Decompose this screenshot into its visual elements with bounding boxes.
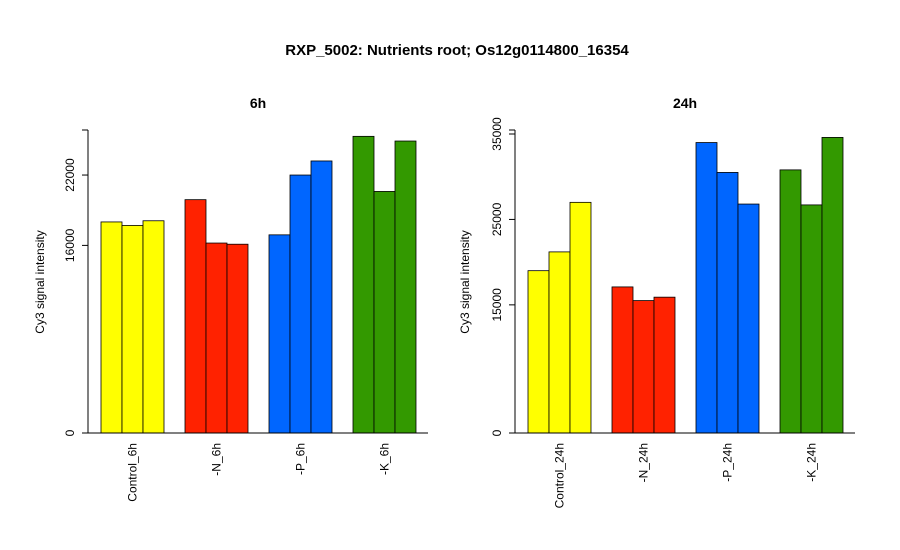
panel-24h: 24h Cy3 signal intensity 0 15000 25000 3500… <box>458 95 855 508</box>
x-tick-label: -K_24h <box>805 443 819 482</box>
bar <box>184 199 207 434</box>
bars-24h <box>527 137 844 434</box>
bar <box>527 270 550 434</box>
bar <box>142 220 165 434</box>
bar <box>632 300 655 434</box>
y-tick-label: 25000 <box>490 202 504 236</box>
y-axis-label-6h: Cy3 signal intensity <box>33 230 47 333</box>
bar <box>737 203 760 434</box>
y-tick-label: 15000 <box>490 288 504 322</box>
bar <box>394 140 417 434</box>
y-axis-label-24h: Cy3 signal intensity <box>458 230 472 333</box>
bar <box>821 137 844 434</box>
bar <box>226 243 249 434</box>
bar <box>569 201 592 434</box>
main-title: RXP_5002: Nutrients root; Os12g0114800_1… <box>285 42 629 59</box>
x-tick-label: -P_6h <box>294 443 308 475</box>
bar <box>100 221 123 434</box>
x-axis-labels-6h: Control_6h -N_6h -P_6h -K_6h <box>126 443 392 502</box>
x-tick-label: -P_24h <box>721 443 735 482</box>
x-tick-label: -N_6h <box>210 443 224 476</box>
y-tick-label: 35000 <box>490 117 504 151</box>
bar <box>289 174 312 434</box>
bar <box>653 296 676 434</box>
panel-6h: 6h Cy3 signal intensity 0 16000 22000 Cont… <box>33 95 428 502</box>
bar <box>373 191 396 434</box>
bar <box>611 286 634 434</box>
panel-title-24h: 24h <box>673 95 697 111</box>
y-tick-label: 0 <box>490 429 504 436</box>
bar <box>779 169 802 434</box>
bar <box>268 234 291 434</box>
x-axis-labels-24h: Control_24h -N_24h -P_24h -K_24h <box>553 443 819 508</box>
bar <box>695 142 718 434</box>
y-axis-ticks-6h: 0 16000 22000 <box>63 129 88 436</box>
bar <box>310 160 333 434</box>
bar <box>352 135 375 434</box>
x-tick-label: Control_6h <box>126 443 140 502</box>
y-tick-label: 0 <box>63 429 77 436</box>
x-tick-label: -K_6h <box>378 443 392 475</box>
y-tick-label: 16000 <box>63 228 77 262</box>
bars-6h <box>100 135 417 434</box>
panel-title-6h: 6h <box>250 95 266 111</box>
y-tick-label: 22000 <box>63 158 77 192</box>
bar <box>548 251 571 434</box>
bar <box>205 242 228 434</box>
bar <box>716 172 739 434</box>
bar <box>800 204 823 434</box>
bar <box>121 225 144 434</box>
x-tick-label: -N_24h <box>637 443 651 482</box>
y-axis-ticks-24h: 0 15000 25000 35000 <box>490 117 515 436</box>
x-tick-label: Control_24h <box>553 443 567 508</box>
